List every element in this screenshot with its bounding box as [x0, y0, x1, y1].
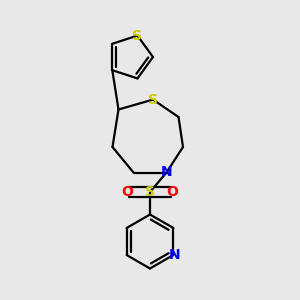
Text: S: S [133, 28, 142, 43]
Text: S: S [148, 93, 158, 106]
Text: N: N [169, 248, 181, 262]
Text: S: S [145, 185, 155, 199]
Text: N: N [161, 166, 172, 179]
Text: O: O [122, 185, 134, 199]
Text: O: O [167, 185, 178, 199]
